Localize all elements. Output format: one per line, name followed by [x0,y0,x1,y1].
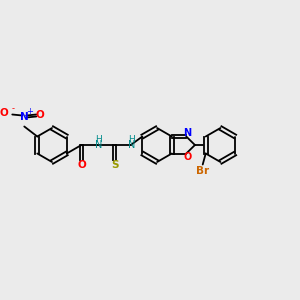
Text: N: N [128,140,135,151]
Text: Br: Br [196,166,209,176]
Text: N: N [183,128,191,137]
Text: +: + [26,107,33,116]
Text: H: H [128,136,135,145]
Text: N: N [20,112,29,122]
Text: N: N [95,140,102,151]
Text: H: H [95,136,102,145]
Text: O: O [0,109,8,118]
Text: O: O [77,160,86,170]
Text: O: O [183,152,191,163]
Text: S: S [111,160,118,170]
Text: -: - [12,104,15,113]
Text: O: O [36,110,45,119]
